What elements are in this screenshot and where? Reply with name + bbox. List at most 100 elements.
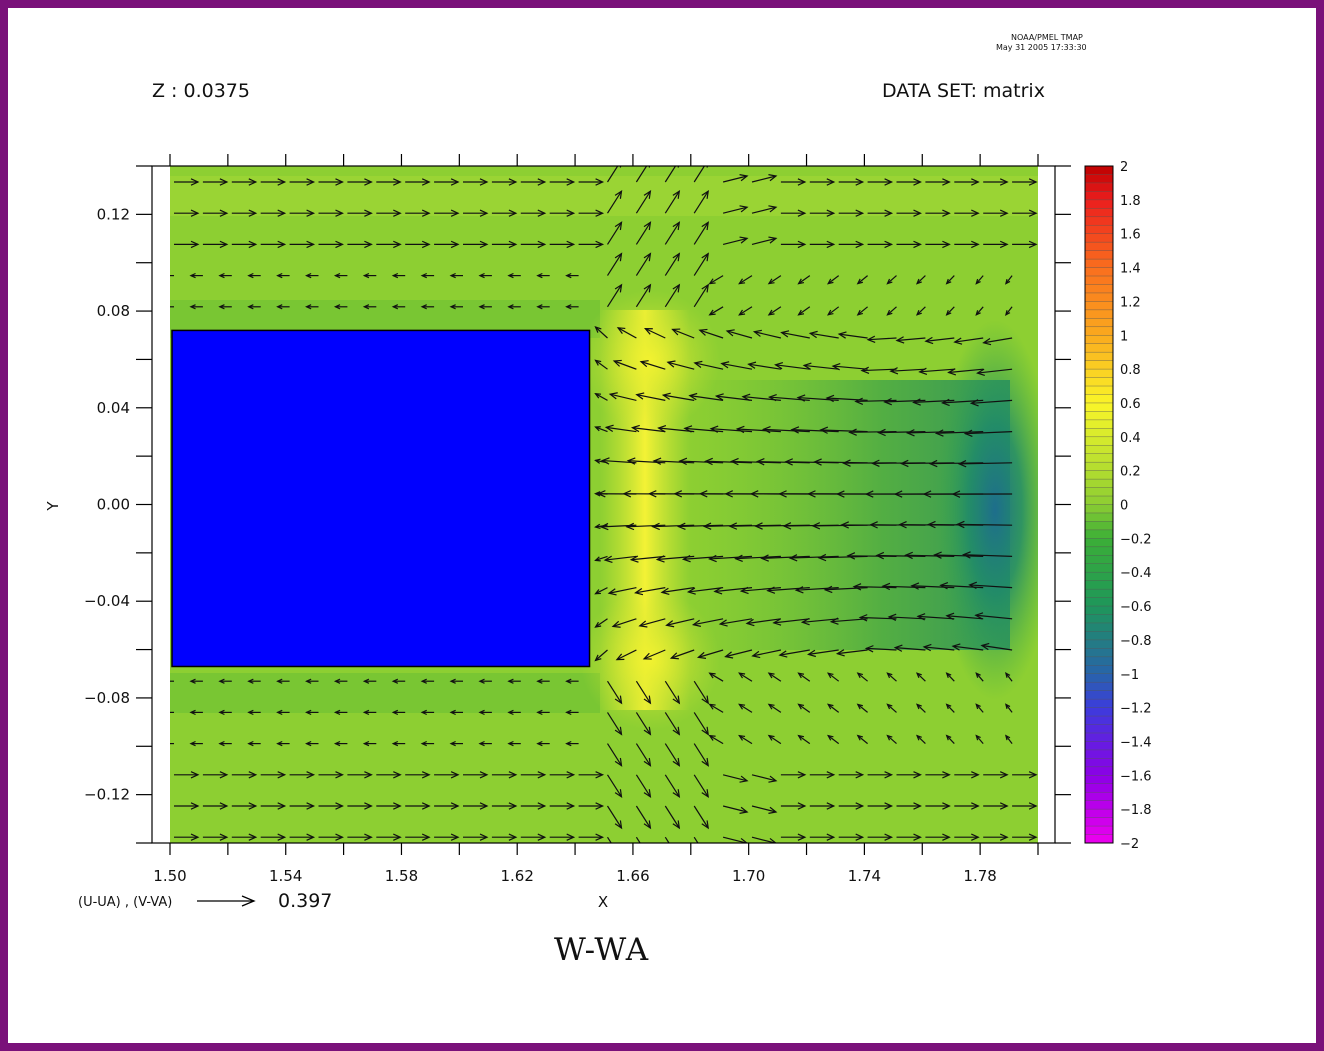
flow-arrow <box>463 833 489 841</box>
colorbar-label: 0.8 <box>1120 363 1141 378</box>
flow-arrow <box>434 771 460 779</box>
flow-arrow <box>867 178 894 186</box>
flow-arrow <box>957 460 1013 468</box>
flow-arrow <box>276 678 290 684</box>
flow-arrow <box>954 833 980 841</box>
flow-arrow <box>780 240 807 249</box>
flow-arrow <box>218 304 232 310</box>
flow-arrow <box>578 802 605 810</box>
flow-arrow <box>218 678 232 684</box>
flow-arrow <box>925 802 951 810</box>
flow-arrow <box>925 771 951 779</box>
colorbar-label: −2 <box>1120 837 1139 852</box>
flow-arrow <box>664 189 681 214</box>
flow-arrow <box>837 331 868 339</box>
flow-arrow <box>231 209 258 217</box>
flow-arrow <box>666 360 695 370</box>
flow-arrow <box>767 306 782 316</box>
flow-arrow <box>664 166 680 183</box>
flow-arrow <box>925 240 951 249</box>
flow-arrow <box>635 774 652 799</box>
flow-arrow <box>809 802 836 810</box>
flow-arrow <box>305 709 319 716</box>
flow-arrow <box>975 275 984 285</box>
flow-arrow <box>507 304 521 310</box>
flow-arrow <box>761 425 810 434</box>
colorbar-level <box>1085 487 1113 497</box>
flow-arrow <box>698 328 724 339</box>
x-tick-label: 1.54 <box>269 867 302 885</box>
flow-arrow <box>664 221 681 245</box>
flow-arrow <box>218 272 232 279</box>
colorbar-label: −1.2 <box>1120 702 1152 717</box>
flow-arrow <box>896 833 922 841</box>
flow-arrow <box>606 712 623 736</box>
flow-arrow <box>606 680 623 705</box>
flow-arrow <box>693 712 709 736</box>
flow-arrow <box>751 236 778 245</box>
flow-arrow <box>704 457 753 466</box>
flow-arrow <box>491 802 518 810</box>
colorbar-level <box>1085 208 1113 218</box>
colorbar-level <box>1085 589 1113 598</box>
flow-arrow <box>202 178 229 186</box>
colorbar-level <box>1085 352 1113 362</box>
flow-arrow <box>376 240 402 249</box>
flow-arrow <box>305 304 319 310</box>
colorbar-level <box>1085 707 1113 717</box>
flow-arrow <box>664 836 670 843</box>
flow-arrow <box>916 613 955 621</box>
flow-arrow <box>838 178 865 186</box>
colorbar-label: 1 <box>1120 329 1128 344</box>
colorbar-level <box>1085 242 1113 252</box>
flow-arrow <box>630 424 666 433</box>
flow-arrow <box>202 802 229 810</box>
flow-arrow <box>693 680 709 705</box>
flow-arrow <box>635 166 651 183</box>
flow-arrow <box>838 209 865 217</box>
flow-arrow <box>751 836 777 843</box>
colorbar-label: 0.2 <box>1120 465 1141 480</box>
flow-arrow <box>867 833 894 841</box>
flow-arrow <box>983 209 1009 217</box>
colorbar-label: 0 <box>1120 499 1128 514</box>
flow-arrow <box>709 425 753 433</box>
flow-arrow <box>565 272 579 279</box>
flow-arrow <box>982 337 1013 346</box>
flow-arrow <box>549 209 576 217</box>
colorbar-level <box>1085 233 1113 243</box>
flow-arrow <box>875 551 926 560</box>
flow-arrow <box>594 555 608 562</box>
flow-arrow <box>829 617 868 625</box>
colorbar-level <box>1085 631 1113 641</box>
flow-arrow <box>318 771 344 779</box>
flow-arrow <box>669 649 695 660</box>
flow-arrow <box>809 209 836 217</box>
colorbar-level <box>1085 216 1113 226</box>
flow-arrow <box>893 644 926 652</box>
flow-arrow <box>751 205 778 214</box>
flow-arrow <box>809 178 836 186</box>
flow-arrow <box>661 392 695 401</box>
flow-arrow <box>767 275 782 285</box>
flow-arrow <box>724 649 753 659</box>
flow-arrow <box>405 771 431 779</box>
colorbar-level <box>1085 724 1113 734</box>
flow-arrow <box>491 178 518 186</box>
colorbar-label: 2 <box>1120 160 1128 175</box>
flow-arrow <box>738 703 753 713</box>
flow-arrow <box>362 304 377 310</box>
colorbar-label: 0.6 <box>1120 397 1141 412</box>
colorbar-level <box>1085 470 1113 480</box>
flow-arrow <box>962 551 1013 559</box>
flow-arrow <box>1005 306 1013 316</box>
flow-arrow <box>405 240 431 249</box>
colorbar-level <box>1085 445 1113 455</box>
flow-arrow <box>955 520 1013 529</box>
flow-arrow <box>664 680 681 705</box>
colorbar-level <box>1085 225 1113 235</box>
flow-arrow <box>778 649 810 658</box>
colorbar-level <box>1085 309 1113 319</box>
colorbar-label: −1.6 <box>1120 769 1152 784</box>
colorbar-level <box>1085 428 1113 438</box>
